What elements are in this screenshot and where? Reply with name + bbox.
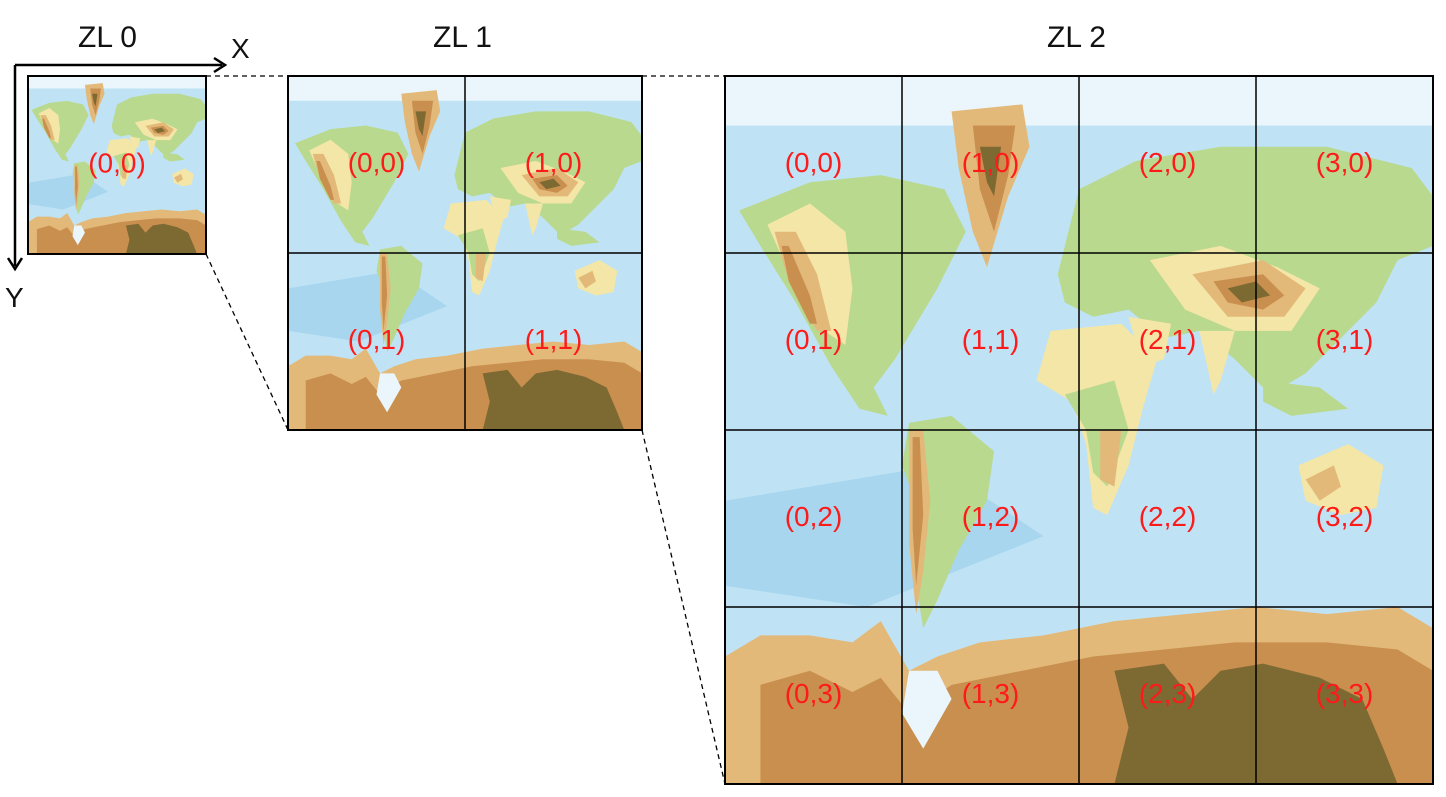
y-axis-label: Y [5,282,24,313]
map-region-lowland [163,152,185,162]
zl2-tile-labels: (0,0) (1,0) (2,0) (3,0) (0,1) (1,1) (2,1) (3,1)… [785,147,1374,709]
zl2-grid [724,75,1434,785]
map-region-hill [475,253,487,282]
zl0-tile-labels: (0,0) [88,147,146,178]
map-region-lowland [1263,380,1349,416]
zl1-grid [287,75,643,431]
tile-label: (1,0) [525,147,583,178]
tile-label: (1,1) [962,324,1020,355]
map-region-peak [979,146,1002,197]
connector-zl0-zl1-bottom [205,253,289,431]
map-region-mountain [75,166,78,205]
map-region-peak [539,178,561,190]
map-region-mountain [912,437,924,586]
x-axis-label: X [231,33,250,64]
tile-label: (3,1) [1316,324,1374,355]
map-region-hill [122,165,128,180]
map-region-peak [154,127,166,133]
tile-label: (3,2) [1316,501,1374,532]
y-axis-arrowhead [6,257,24,272]
tile-label: (2,0) [1139,147,1197,178]
map-region-ice [72,225,85,246]
map-region-hill [578,270,596,289]
zoom-connectors [205,75,726,785]
tile-label: (0,2) [785,501,843,532]
tile-label: (2,3) [1139,678,1197,709]
zl0-map [28,76,206,254]
map-region-mountain [781,245,818,324]
zl0-grid [27,75,207,255]
tile-label: (1,1) [525,324,583,355]
map-region-hill [1100,430,1122,487]
tile-label: (0,1) [348,324,406,355]
map-region-plain [129,136,141,149]
zl1-title: ZL 1 [433,21,492,54]
connector-zl1-zl2-bottom [641,429,726,785]
tile-label: (0,1) [785,324,843,355]
map-region-hill [173,173,183,183]
x-axis-arrowhead [213,56,228,74]
zl0-title: ZL 0 [78,21,137,54]
map-region-plain [147,140,157,157]
zl1-tile-labels: (0,0) (1,0) (0,1) (1,1) [348,147,583,355]
map-region-ice [28,76,206,89]
tile-label: (0,0) [88,147,146,178]
map-region-mountain [381,256,388,331]
tile-label: (1,0) [962,147,1020,178]
tile-border [27,75,207,255]
tile-label: (2,2) [1139,501,1197,532]
tile-label: (3,3) [1316,678,1374,709]
map-region-mountain [42,118,52,139]
map-region-peak [92,93,98,107]
tile-label: (0,0) [348,147,406,178]
map-region-peak [415,111,427,137]
tile-label: (1,2) [962,501,1020,532]
map-region-peak [125,223,198,254]
map-region-ice [902,670,952,749]
axes [6,56,228,272]
tile-label: (0,0) [785,147,843,178]
map-region-hill [1305,465,1341,501]
map-region-peak [482,369,625,430]
map-region-plain [1199,330,1235,395]
map-region-mountain [316,160,335,200]
map-region-lowland [557,228,600,246]
map-region-plain [525,203,543,236]
map-region-plain [489,196,512,222]
tile-label: (1,3) [962,678,1020,709]
tile-label: (0,3) [785,678,843,709]
map-region-plain [1128,316,1172,367]
map-region-ice [376,373,402,413]
tile-label: (2,1) [1139,324,1197,355]
map-region-peak [1227,281,1271,303]
tile-label: (3,0) [1316,147,1374,178]
zl2-title: ZL 2 [1047,21,1106,54]
